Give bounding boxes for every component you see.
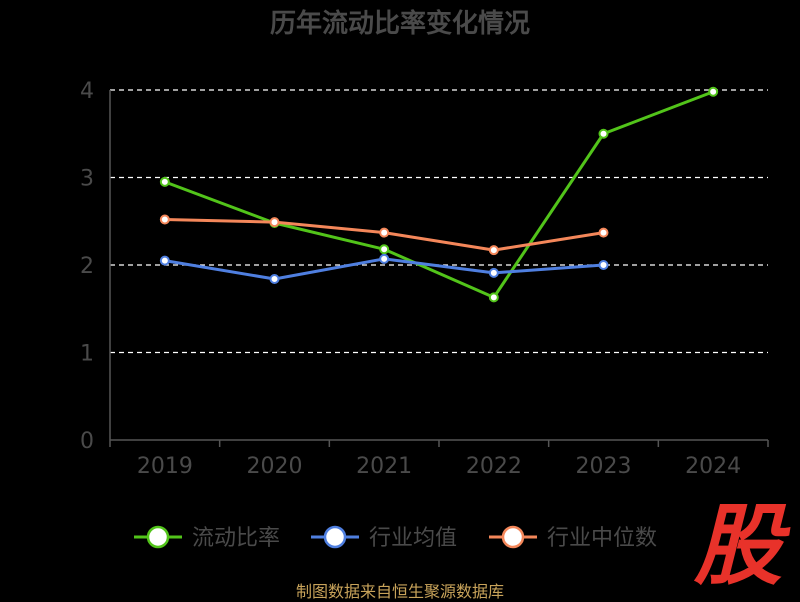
y-tick-label: 2 xyxy=(80,254,94,279)
data-point xyxy=(269,217,280,228)
x-tick-label: 2019 xyxy=(137,454,193,479)
y-tick-label: 0 xyxy=(80,429,94,454)
data-point xyxy=(269,274,280,284)
series-line xyxy=(164,90,714,299)
data-point xyxy=(708,86,719,97)
y-tick-label: 4 xyxy=(80,79,94,104)
series-group xyxy=(159,253,609,284)
legend-item: 行业中位数 xyxy=(489,525,657,551)
data-point xyxy=(598,260,609,270)
data-point xyxy=(159,176,170,187)
legend-label: 行业均值 xyxy=(369,526,457,551)
y-tick-label: 3 xyxy=(80,167,94,192)
legend-label: 行业中位数 xyxy=(547,526,657,551)
data-point xyxy=(159,255,170,266)
data-point xyxy=(598,227,609,238)
x-tick-label: 2024 xyxy=(685,454,741,479)
y-tick-label: 1 xyxy=(80,342,94,367)
legend-swatch-marker xyxy=(146,525,170,549)
data-point xyxy=(379,227,390,238)
legend-item: 行业均值 xyxy=(311,525,457,551)
legend-swatch-marker xyxy=(501,525,525,549)
data-point xyxy=(379,244,390,255)
data-point xyxy=(598,128,609,139)
x-tick-label: 2020 xyxy=(247,454,303,479)
series-group xyxy=(159,86,719,303)
axes: 0 1 2 3 4 2019 2020 2021 2022 2023 2024 xyxy=(80,79,769,479)
legend-label: 流动比率 xyxy=(192,526,280,551)
x-tick-label: 2023 xyxy=(576,454,632,479)
x-tick-label: 2022 xyxy=(466,454,522,479)
watermark-logo: 股 xyxy=(693,494,791,597)
legend: 流动比率 行业均值 行业中位数 xyxy=(134,525,657,551)
series-group xyxy=(159,214,609,256)
data-point xyxy=(488,245,499,256)
data-point xyxy=(159,214,170,225)
data-point xyxy=(488,292,499,303)
data-point xyxy=(488,267,499,278)
legend-item: 流动比率 xyxy=(134,525,280,551)
series-lines xyxy=(159,86,719,303)
x-tick-label: 2021 xyxy=(356,454,412,479)
data-source-note: 制图数据来自恒生聚源数据库 xyxy=(295,582,504,601)
legend-swatch-marker xyxy=(323,525,347,549)
data-point xyxy=(379,253,390,264)
chart-title: 历年流动比率变化情况 xyxy=(270,8,530,39)
